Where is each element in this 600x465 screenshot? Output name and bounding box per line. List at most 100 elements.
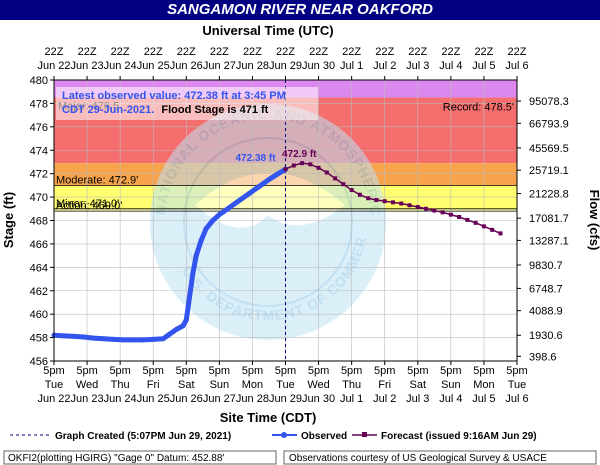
observed-point-28 [274,171,280,177]
bottom-tick-date-3: Jun 25 [137,393,170,405]
band-label-action: Action: 469.0' [56,200,122,212]
top-tick-hour-0: 22Z [45,46,64,58]
bottom-tick-time-4: 5pm [176,365,197,377]
observed-point-4 [91,335,97,341]
bottom-tick-day-10: Fri [378,379,391,391]
right-tick-label-10: 66793.9 [529,118,569,130]
observed-point-19 [198,237,204,243]
top-tick-hour-3: 22Z [144,46,163,58]
forecast-point-16 [415,205,420,210]
forecast-point-7 [341,182,346,187]
bottom-tick-date-0: Jun 22 [37,393,70,405]
top-tick-date-5: Jun 27 [203,60,236,72]
latest-value-label: 472.38 ft [236,153,277,164]
observed-point-9 [140,337,146,343]
footer-left-box [3,450,277,465]
left-tick-label-462: 462 [30,286,48,298]
forecast-point-12 [382,199,387,204]
bottom-tick-date-12: Jul 4 [439,393,462,405]
footer: OKFI2(plotting HGIRG) "Gage 0" Datum: 45… [3,450,597,465]
right-tick-label-3: 6748.7 [529,283,563,295]
right-axis: 398.6 1930.6 4088.9 6748.7 9830.7 13287.1 1708… [517,96,569,363]
bottom-tick-date-7: Jun 29 [269,393,302,405]
forecast-point-25 [490,227,495,232]
top-tick-hour-5: 22Z [210,46,229,58]
left-tick-label-458: 458 [30,333,48,345]
bottom-tick-time-12: 5pm [440,365,461,377]
left-tick-label-480: 480 [30,75,48,87]
legend-graph-created: Graph Created (5:07PM Jun 29, 2021) [55,431,231,442]
observed-point-13 [173,326,179,332]
top-tick-date-1: Jun 23 [71,60,104,72]
legend-forecast: Forecast (issued 9:16AM Jun 29) [381,431,537,442]
forecast-point-13 [390,200,395,205]
right-tick-label-5: 13287.1 [529,235,569,247]
forecast-point-10 [366,196,371,201]
top-tick-hour-7: 22Z [276,46,295,58]
bottom-tick-time-0: 5pm [43,365,64,377]
observed-point-16 [187,294,193,300]
left-tick-label-460: 460 [30,309,48,321]
forecast-point-23 [473,220,478,225]
bottom-tick-date-8: Jun 30 [302,393,335,405]
bottom-tick-date-4: Jun 26 [170,393,203,405]
band-label-record: Record: 478.5' [443,102,514,114]
observed-point-2 [71,333,77,339]
top-tick-date-12: Jul 4 [439,60,462,72]
bottom-tick-day-12: Sun [441,379,461,391]
observed-point-15 [183,317,189,323]
bottom-tick-day-13: Mon [473,379,494,391]
bottom-tick-time-8: 5pm [308,365,329,377]
watermark-disc [150,104,386,340]
footer-credits: Observations courtesy of US Geological S… [289,453,547,464]
right-tick-label-9: 45569.5 [529,143,569,155]
top-tick-date-6: Jun 28 [236,60,269,72]
forecast-point-19 [440,210,445,215]
latest-observed-line2: CDT 29-Jun-2021. Flood Stage is 471 ft [62,104,269,116]
bottom-tick-time-1: 5pm [76,365,97,377]
bottom-tick-day-6: Mon [242,379,263,391]
bottom-tick-date-13: Jul 5 [472,393,495,405]
top-tick-hour-4: 22Z [177,46,196,58]
right-tick-label-11: 95078.3 [529,96,569,108]
bottom-tick-date-1: Jun 23 [71,393,104,405]
bottom-tick-time-5: 5pm [209,365,230,377]
bottom-tick-time-10: 5pm [374,365,395,377]
observed-point-8 [130,337,136,343]
observed-point-26 [256,184,262,190]
bottom-tick-day-11: Sat [410,379,427,391]
footer-datum: OKFI2(plotting HGIRG) "Gage 0" Datum: 45… [8,453,224,464]
watermark-ring [183,137,353,307]
bottom-tick-date-14: Jul 6 [505,393,528,405]
bottom-tick-time-2: 5pm [109,365,130,377]
forecast-point-22 [465,217,470,222]
forecast-point-2 [300,161,305,166]
observed-point-23 [226,205,232,211]
forecast-point-26 [498,231,503,236]
top-tick-date-14: Jul 6 [505,60,528,72]
top-tick-hour-6: 22Z [243,46,262,58]
top-tick-date-9: Jul 1 [340,60,363,72]
top-tick-hour-8: 22Z [309,46,328,58]
footer-right-box [283,450,597,465]
top-tick-hour-10: 22Z [375,46,394,58]
right-tick-label-4: 9830.7 [529,260,563,272]
top-tick-date-11: Jul 3 [406,60,429,72]
top-tick-date-0: Jun 22 [37,60,70,72]
left-tick-label-476: 476 [30,122,48,134]
right-tick-label-0: 398.6 [529,351,557,363]
legend: Graph Created (5:07PM Jun 29, 2021) Obse… [10,431,537,442]
forecast-point-21 [457,214,462,219]
bottom-tick-day-3: Fri [147,379,160,391]
forecast-point-24 [481,224,486,229]
bottom-tick-day-8: Wed [307,379,329,391]
top-tick-hour-12: 22Z [441,46,460,58]
forecast-point-9 [357,192,362,197]
right-tick-label-8: 25719.1 [529,165,569,177]
right-tick-label-2: 4088.9 [529,306,563,318]
bottom-tick-date-9: Jul 1 [340,393,363,405]
top-tick-hour-2: 22Z [111,46,130,58]
observed-point-18 [193,253,199,259]
